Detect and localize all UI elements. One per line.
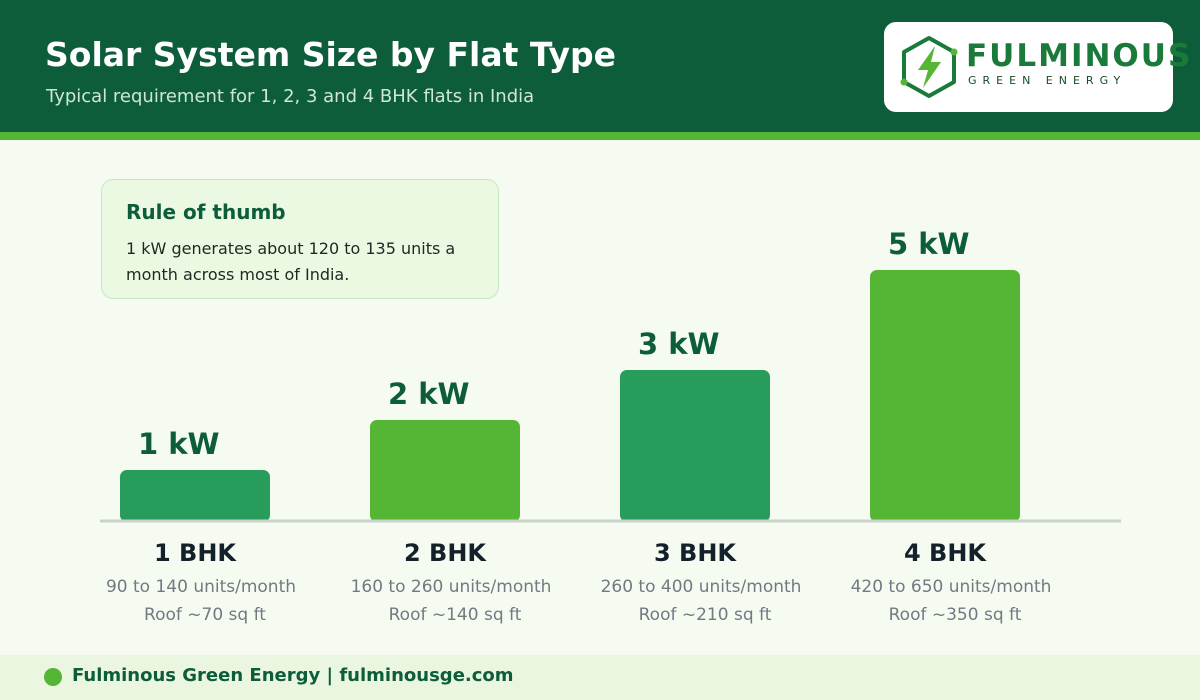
roof-label: Roof ~70 sq ft <box>144 605 266 625</box>
bar-value-label: 1 kW <box>138 427 220 461</box>
bar-2 <box>370 420 520 522</box>
bar-value-label: 2 kW <box>388 377 470 411</box>
roof-label: Roof ~350 sq ft <box>889 605 1022 625</box>
units-label: 260 to 400 units/month <box>601 577 802 597</box>
brand-tagline: GREEN ENERGY <box>968 74 1127 87</box>
category-label: 2 BHK <box>404 539 487 567</box>
units-label: 90 to 140 units/month <box>106 577 296 597</box>
page-subtitle: Typical requirement for 1, 2, 3 and 4 BH… <box>46 86 535 107</box>
rule-of-thumb-card: Rule of thumb 1 kW generates about 120 t… <box>101 179 499 299</box>
footer-bar: Fulminous Green Energy | fulminousge.com <box>0 655 1200 700</box>
roof-label: Roof ~210 sq ft <box>639 605 772 625</box>
bar-4 <box>870 270 1020 522</box>
rule-of-thumb-title: Rule of thumb <box>126 200 286 224</box>
header-accent-stripe <box>0 132 1200 140</box>
bar-value-label: 5 kW <box>888 227 970 261</box>
bolt-hexagon-icon <box>900 36 958 98</box>
brand-logo: FULMINOUS GREEN ENERGY <box>884 22 1190 112</box>
bar-chart: 1 kW 1 BHK 90 to 140 units/month Roof ~70 s… <box>100 227 1121 625</box>
units-label: 160 to 260 units/month <box>351 577 552 597</box>
rule-of-thumb-text: 1 kW generates about 120 to 135 units a … <box>126 239 456 284</box>
bar-1 <box>120 470 270 522</box>
roof-label: Roof ~140 sq ft <box>389 605 522 625</box>
brand-name: FULMINOUS <box>966 38 1193 74</box>
bar-value-label: 3 kW <box>638 327 720 361</box>
category-label: 3 BHK <box>654 539 737 567</box>
category-label: 4 BHK <box>904 539 987 567</box>
footer-text: Fulminous Green Energy | fulminousge.com <box>72 665 514 686</box>
units-label: 420 to 650 units/month <box>851 577 1052 597</box>
page-title: Solar System Size by Flat Type <box>45 35 617 74</box>
category-label: 1 BHK <box>154 539 237 567</box>
bar-3 <box>620 370 770 522</box>
footer-dot-icon <box>44 668 62 686</box>
